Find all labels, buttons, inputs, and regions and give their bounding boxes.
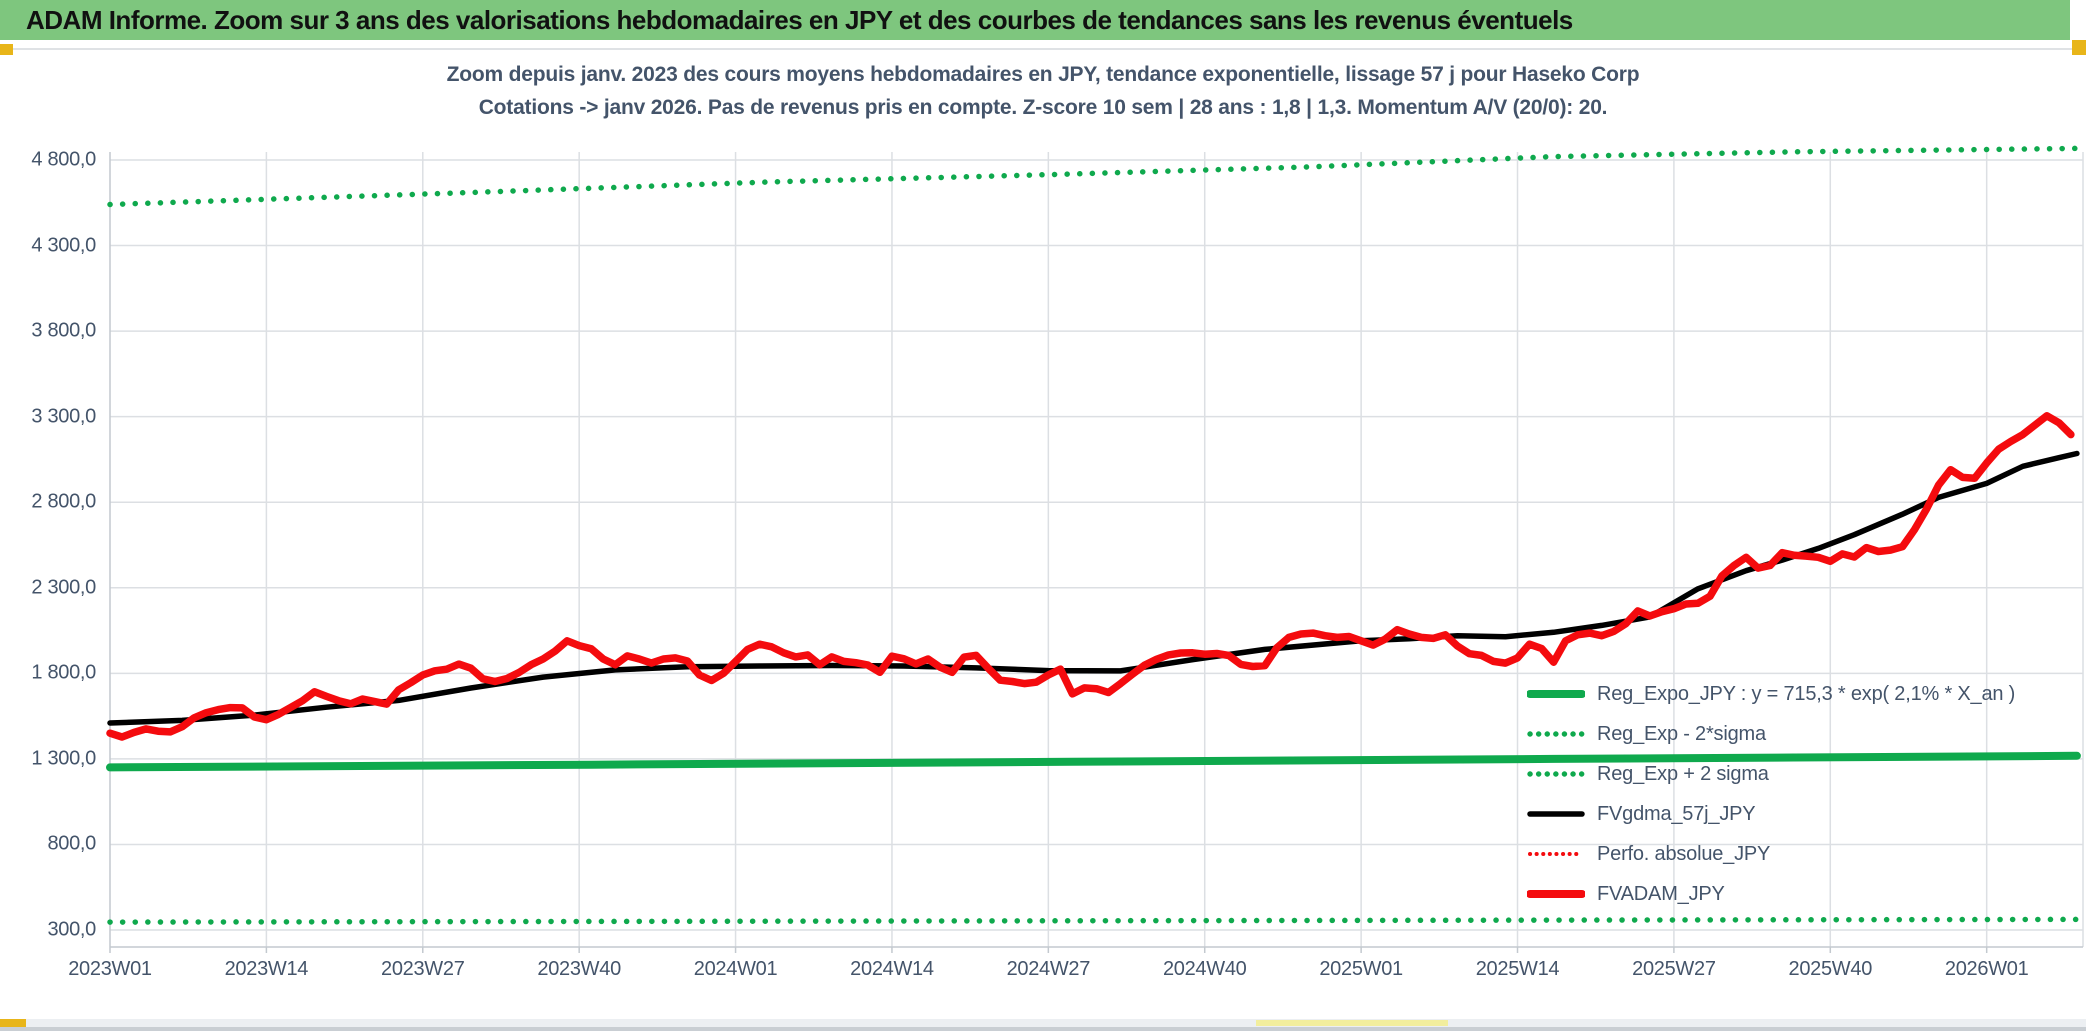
report-header: ADAM Informe. Zoom sur 3 ans des valoris… [0,0,2070,40]
legend-swatch-solid-thick [1527,890,1585,898]
legend-swatch-dotted [1527,771,1585,777]
legend-item: Reg_Exp - 2*sigma [1527,714,2015,754]
x-axis-label: 2026W01 [1944,958,2029,980]
y-axis-label: 4 300,0 [31,234,96,257]
chart-title-line1: Zoom depuis janv. 2023 des cours moyens … [446,63,1640,86]
legend-item: Perfo. absolue_JPY [1527,834,2015,874]
x-axis-label: 2025W40 [1788,958,1873,980]
legend-swatch-solid [1527,811,1585,817]
y-axis-label: 800,0 [47,832,96,855]
legend: Reg_Expo_JPY : y = 715,3 * exp( 2,1% * X… [1527,674,2015,914]
gold-accent-bottom-left [0,1019,26,1027]
x-axis-label: 2023W14 [224,958,309,980]
legend-item: FVADAM_JPY [1527,874,2015,914]
legend-label: FVADAM_JPY [1597,882,1725,905]
x-axis-label: 2024W40 [1162,958,1247,980]
gold-accent-top-left [0,44,13,55]
series-reg-exp-2-sigma [107,916,2080,925]
x-axis-label: 2024W14 [850,958,934,980]
bottom-band [0,1019,2086,1027]
legend-item: FVgdma_57j_JPY [1527,794,2015,834]
y-axis-label: 300,0 [47,918,96,941]
x-axis-label: 2024W01 [693,958,778,980]
legend-swatch-dotted-fine [1528,852,1584,856]
series-reg-exp-2-sigma [107,145,2080,208]
legend-label: Reg_Expo_JPY : y = 715,3 * exp( 2,1% * X… [1597,682,2016,705]
x-axis-label: 2023W27 [381,958,465,980]
legend-label: Reg_Exp + 2 sigma [1597,762,1769,785]
chart-title: Zoom depuis janv. 2023 des cours moyens … [0,58,2086,124]
y-axis-label: 1 300,0 [31,747,96,770]
pale-yellow-strip [1256,1020,1448,1026]
series-reg-expo-jpy [106,751,2081,772]
y-axis-label: 2 300,0 [31,576,96,599]
y-axis-label: 4 800,0 [31,148,96,171]
legend-label: Perfo. absolue_JPY [1597,842,1771,865]
x-axis-label: 2024W27 [1006,958,1091,980]
y-axis-label: 1 800,0 [31,661,96,684]
x-axis-label: 2025W27 [1632,958,1716,980]
report-title: ADAM Informe. Zoom sur 3 ans des valoris… [26,4,1573,35]
series-fvadam-jpy [106,412,2075,741]
x-axis-label: 2023W01 [68,958,152,980]
x-axis-label: 2025W14 [1475,958,1560,980]
legend-swatch-solid-thick [1527,690,1585,698]
bottom-border [0,1027,2086,1031]
legend-item: Reg_Expo_JPY : y = 715,3 * exp( 2,1% * X… [1527,674,2015,714]
legend-label: Reg_Exp - 2*sigma [1597,722,1766,745]
gold-accent-top-right [2072,40,2086,55]
legend-swatch-dotted [1527,731,1585,737]
x-axis-label: 2025W01 [1319,958,1403,980]
y-axis-label: 2 800,0 [31,490,96,513]
y-axis-label: 3 800,0 [31,319,96,342]
legend-item: Reg_Exp + 2 sigma [1527,754,2015,794]
chart-title-line2: Cotations -> janv 2026. Pas de revenus p… [478,96,1608,119]
legend-label: FVgdma_57j_JPY [1597,802,1756,825]
y-axis-label: 3 300,0 [31,405,96,428]
header-divider [0,48,2086,50]
x-axis-label: 2023W40 [537,958,621,980]
